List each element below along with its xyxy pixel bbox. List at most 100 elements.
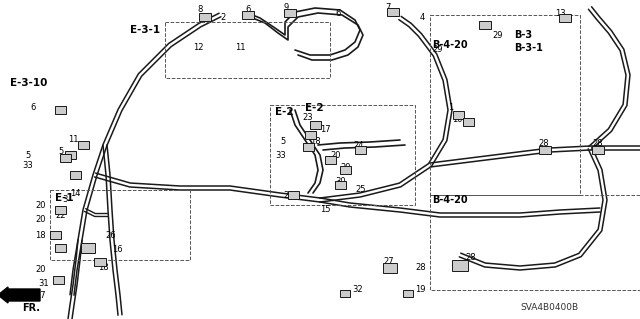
Text: 18: 18	[35, 231, 45, 240]
Bar	[335, 181, 346, 189]
Text: 17: 17	[35, 291, 45, 300]
Text: 20: 20	[35, 201, 45, 210]
Text: 21: 21	[283, 190, 294, 199]
Bar	[287, 191, 298, 199]
Text: 3: 3	[62, 196, 67, 204]
Bar	[559, 14, 571, 22]
Bar	[242, 11, 254, 19]
Text: 11: 11	[68, 136, 79, 145]
Bar	[54, 106, 65, 114]
Text: 6: 6	[30, 102, 35, 112]
Text: 8: 8	[197, 5, 202, 14]
Text: B-3: B-3	[514, 30, 532, 40]
Text: 24: 24	[353, 140, 364, 150]
Text: E-3-1: E-3-1	[130, 25, 160, 35]
Text: 20: 20	[35, 265, 45, 275]
Bar	[303, 143, 314, 151]
Bar	[310, 121, 321, 129]
Bar	[324, 156, 335, 164]
Text: 11: 11	[235, 43, 246, 53]
Bar	[49, 231, 61, 239]
Bar	[284, 9, 296, 17]
Text: 28: 28	[415, 263, 426, 272]
Text: B-4-20: B-4-20	[432, 40, 468, 50]
Bar	[199, 13, 211, 21]
Text: 25: 25	[355, 186, 365, 195]
Bar	[65, 151, 76, 159]
Text: 28: 28	[592, 138, 603, 147]
Bar	[430, 15, 580, 195]
Text: 17: 17	[320, 125, 331, 135]
Text: E-1: E-1	[55, 193, 74, 203]
Bar	[340, 290, 350, 296]
Text: 15: 15	[320, 205, 330, 214]
Text: 5: 5	[25, 151, 30, 160]
Text: 29: 29	[432, 46, 442, 55]
Bar	[54, 244, 65, 252]
Bar	[50, 190, 190, 260]
Text: 10: 10	[452, 115, 463, 124]
Text: B-4-20: B-4-20	[432, 195, 468, 205]
Bar	[339, 166, 351, 174]
Text: FR.: FR.	[22, 303, 40, 313]
Bar	[305, 131, 316, 139]
Bar	[479, 21, 491, 29]
Bar	[94, 258, 106, 266]
Bar	[52, 276, 63, 284]
Bar	[430, 195, 640, 290]
Text: E-2: E-2	[275, 107, 294, 117]
Text: 32: 32	[352, 286, 363, 294]
Text: 20: 20	[330, 151, 340, 160]
Text: 5: 5	[58, 147, 63, 157]
Text: 18: 18	[98, 263, 109, 272]
Bar	[592, 146, 604, 154]
Bar	[54, 206, 65, 214]
Text: 28: 28	[538, 138, 548, 147]
Text: E-3-10: E-3-10	[10, 78, 47, 88]
Text: 16: 16	[112, 246, 123, 255]
Text: 6: 6	[245, 5, 250, 14]
Text: 2: 2	[220, 13, 225, 23]
Text: 28: 28	[465, 254, 476, 263]
Text: 31: 31	[38, 278, 49, 287]
Text: 30: 30	[335, 177, 346, 187]
Text: 29: 29	[492, 31, 502, 40]
FancyArrow shape	[0, 287, 40, 303]
Text: 22: 22	[55, 211, 65, 219]
Bar	[383, 263, 397, 273]
Text: 20: 20	[340, 164, 351, 173]
Text: SVA4B0400B: SVA4B0400B	[520, 303, 578, 313]
Bar	[452, 259, 468, 271]
Bar	[270, 105, 415, 205]
Text: 9: 9	[283, 4, 288, 12]
Text: 33: 33	[22, 160, 33, 169]
Bar	[452, 111, 463, 119]
Text: 19: 19	[415, 286, 426, 294]
Bar	[70, 171, 81, 179]
Bar	[403, 290, 413, 296]
Bar	[77, 141, 88, 149]
Bar	[355, 146, 365, 154]
Text: 23: 23	[302, 114, 312, 122]
Bar	[81, 243, 95, 253]
Text: E-2: E-2	[305, 103, 324, 113]
Text: 26: 26	[105, 231, 116, 240]
Text: 13: 13	[555, 9, 566, 18]
Text: 14: 14	[70, 189, 81, 197]
Bar	[60, 154, 70, 162]
Text: 1: 1	[448, 103, 453, 113]
Text: 27: 27	[383, 257, 394, 266]
Text: 5: 5	[280, 137, 285, 146]
Text: 33: 33	[275, 151, 285, 160]
Text: 18: 18	[310, 137, 321, 146]
Text: 4: 4	[420, 13, 425, 23]
Text: B-3-1: B-3-1	[514, 43, 543, 53]
Text: 20: 20	[35, 216, 45, 225]
Bar	[387, 8, 399, 16]
Bar	[463, 118, 474, 126]
Text: 7: 7	[385, 4, 390, 12]
Bar	[539, 146, 551, 154]
Text: 12: 12	[193, 43, 204, 53]
Bar	[165, 22, 330, 78]
Text: 6: 6	[335, 10, 340, 19]
